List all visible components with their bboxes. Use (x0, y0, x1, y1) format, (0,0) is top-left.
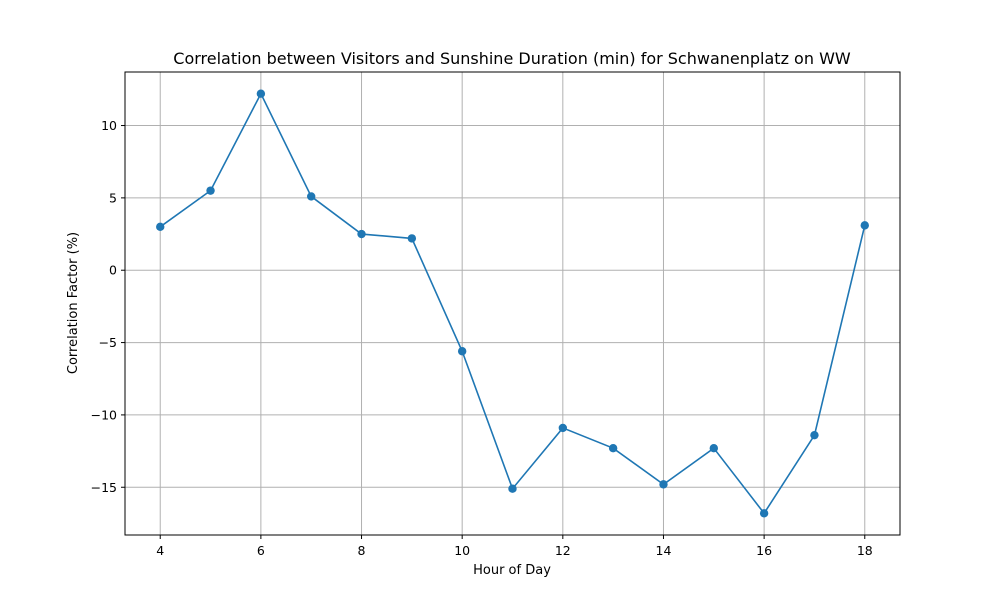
data-point (156, 222, 165, 232)
series-layer (156, 89, 869, 518)
chart-title: Correlation between Visitors and Sunshin… (173, 49, 851, 68)
plot-frame (124, 71, 901, 536)
y-tick-label: −15 (91, 480, 117, 495)
data-point (407, 234, 417, 243)
y-tick-label: 5 (109, 190, 117, 205)
x-tick-label: 14 (656, 543, 672, 558)
x-axis-label: Hour of Day (473, 563, 551, 578)
x-axis: 4 6 8 10 12 14 16 18 (156, 535, 873, 558)
grid (125, 72, 900, 535)
x-tick-label: 4 (156, 543, 164, 558)
data-point (307, 192, 316, 201)
y-tick-label: −5 (99, 335, 117, 350)
y-tick-label: −10 (91, 407, 117, 422)
data-point (659, 480, 668, 489)
data-point (860, 221, 869, 230)
data-point (357, 229, 366, 239)
data-point (759, 509, 769, 518)
y-tick-label: 0 (109, 263, 117, 278)
data-point (206, 186, 215, 195)
x-tick-label: 8 (358, 543, 366, 558)
data-point (608, 443, 618, 453)
y-axis-label: Correlation Factor (%) (66, 232, 81, 374)
y-tick-label: 10 (101, 118, 117, 133)
data-point (256, 89, 266, 98)
data-point (709, 443, 718, 453)
data-point (508, 484, 517, 493)
data-point (810, 430, 819, 440)
x-tick-label: 6 (257, 543, 265, 558)
y-axis: −15 −10 −5 0 5 10 (91, 118, 125, 495)
x-tick-label: 16 (756, 543, 772, 558)
x-tick-label: 10 (454, 543, 470, 558)
x-tick-label: 12 (555, 543, 571, 558)
data-point (457, 347, 467, 356)
x-tick-label: 18 (857, 543, 873, 558)
series-line (159, 91, 866, 515)
data-point (558, 423, 568, 433)
